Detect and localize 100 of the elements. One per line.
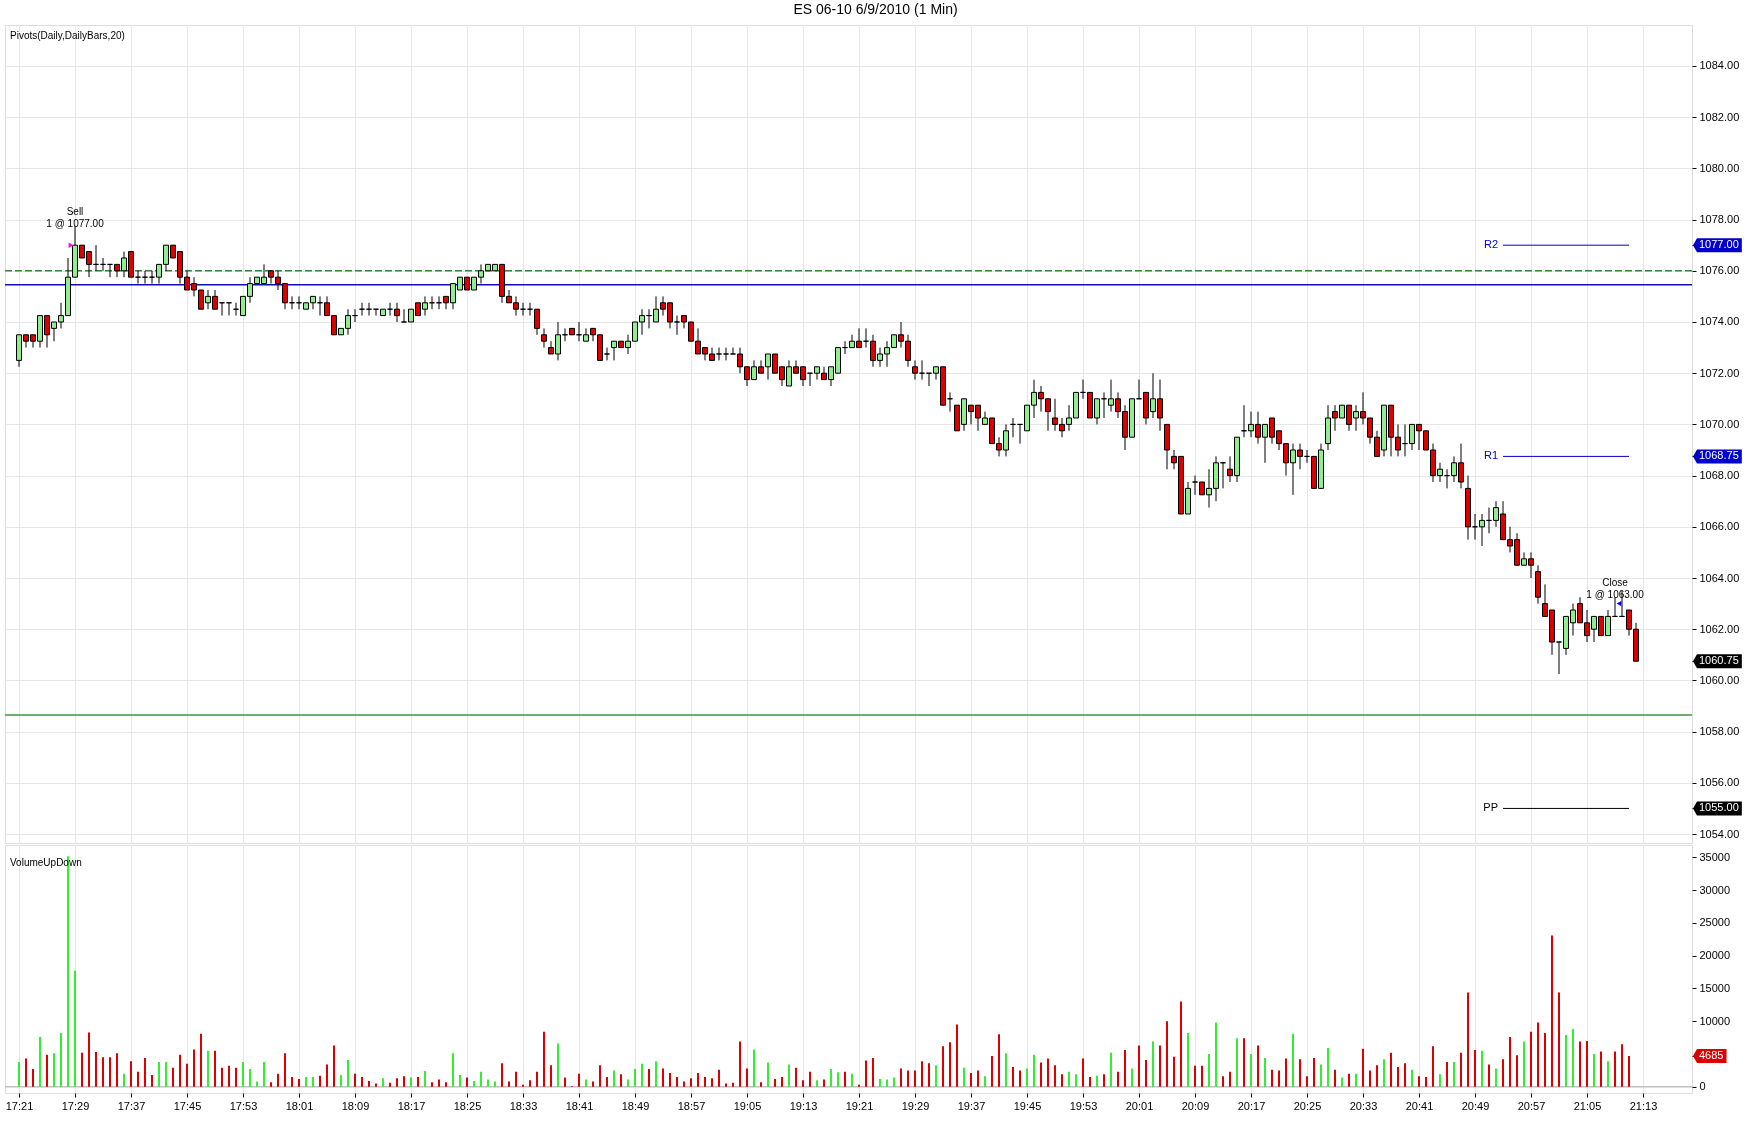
bar: [81, 1052, 83, 1087]
bar: [1110, 1052, 1112, 1087]
bar: [382, 1078, 384, 1087]
bar: [711, 1078, 713, 1087]
bar: [1264, 1057, 1266, 1087]
bar: [277, 1073, 279, 1087]
bar: [1628, 1056, 1630, 1087]
bar: [1537, 1022, 1539, 1087]
bar: [291, 1076, 293, 1087]
bar: [1600, 1051, 1602, 1087]
bar: [88, 1032, 90, 1087]
bar: [1614, 1051, 1616, 1087]
bar: [1334, 1069, 1336, 1087]
bar: [1250, 1054, 1252, 1087]
bar: [739, 1041, 741, 1087]
bar: [1089, 1076, 1091, 1087]
bar: [235, 1067, 237, 1087]
bar: [781, 1076, 783, 1087]
candlestick: [541, 327, 547, 349]
bar: [949, 1042, 951, 1087]
bar: [606, 1076, 608, 1087]
bar: [1187, 1033, 1189, 1087]
bar: [837, 1072, 839, 1087]
bar: [165, 1061, 167, 1087]
bar: [326, 1064, 328, 1087]
bar: [256, 1081, 258, 1087]
bar: [1341, 1077, 1343, 1087]
annotation: Pivots(Daily,DailyBars,20): [10, 30, 125, 41]
bar: [508, 1081, 510, 1087]
bar: [578, 1073, 580, 1087]
bar: [410, 1077, 412, 1087]
bar: [1152, 1041, 1154, 1087]
bar: [788, 1064, 790, 1087]
bar: [354, 1073, 356, 1087]
bar: [18, 1061, 20, 1087]
series-label: R1: [1483, 449, 1498, 462]
bar: [872, 1057, 874, 1087]
bar: [1411, 1069, 1413, 1087]
x-tick-label: 21:05: [1573, 1099, 1602, 1112]
bar: [1509, 1036, 1511, 1087]
bar: [207, 1050, 209, 1087]
bar: [1019, 1070, 1021, 1087]
x-tick-label: 18:57: [677, 1099, 706, 1112]
bar: [550, 1065, 552, 1087]
x-tick-label: 21:13: [1629, 1099, 1658, 1112]
bar: [466, 1077, 468, 1087]
bar: [445, 1082, 447, 1087]
bar: [977, 1070, 979, 1087]
bar: [732, 1082, 734, 1087]
bar: [998, 1034, 1000, 1087]
bar: [116, 1053, 118, 1087]
candlestick: [912, 359, 918, 381]
y-tick-label: 10000: [1699, 1014, 1731, 1027]
bar: [480, 1071, 482, 1087]
x-tick-label: 19:37: [957, 1099, 986, 1112]
bar: [1579, 1041, 1581, 1087]
bar: [186, 1063, 188, 1087]
bar: [389, 1082, 391, 1087]
bar: [438, 1079, 440, 1087]
bar: [1236, 1038, 1238, 1087]
bar: [725, 1083, 727, 1087]
bar: [1124, 1050, 1126, 1087]
bar: [25, 1058, 27, 1087]
bar: [886, 1079, 888, 1087]
y-tick-label: 4685: [1699, 1049, 1724, 1062]
y-tick-label: 1054.00: [1699, 827, 1740, 840]
y-tick-label: 1068.00: [1699, 469, 1740, 482]
bar: [928, 1063, 930, 1087]
bar: [1383, 1059, 1385, 1087]
bar: [823, 1079, 825, 1087]
bar: [39, 1036, 41, 1087]
bar: [942, 1046, 944, 1087]
bar: [963, 1067, 965, 1087]
annotation: Sell 1 @ 1077.00: [46, 205, 105, 229]
bar: [1481, 1050, 1483, 1087]
bar: [396, 1078, 398, 1087]
bar: [137, 1071, 139, 1087]
bar: [774, 1078, 776, 1087]
bar: [151, 1074, 153, 1087]
bar: [767, 1062, 769, 1087]
bar: [984, 1076, 986, 1087]
bar: [935, 1065, 937, 1087]
x-tick-label: 19:29: [901, 1099, 930, 1112]
y-tick-label: 1078.00: [1699, 213, 1740, 226]
bar: [270, 1082, 272, 1087]
x-tick-label: 20:01: [1125, 1099, 1154, 1112]
bar: [494, 1081, 496, 1087]
candlestick: [604, 347, 610, 361]
x-tick-label: 17:45: [173, 1099, 202, 1112]
bar: [1376, 1065, 1378, 1087]
x-tick-label: 20:41: [1405, 1099, 1434, 1112]
bar: [242, 1061, 244, 1087]
bar: [718, 1069, 720, 1087]
bar: [109, 1057, 111, 1087]
bar: [900, 1068, 902, 1087]
bar: [1348, 1073, 1350, 1087]
candlestick: [723, 347, 729, 361]
bar: [704, 1076, 706, 1087]
bar: [1285, 1058, 1287, 1087]
bar: [1159, 1045, 1161, 1087]
